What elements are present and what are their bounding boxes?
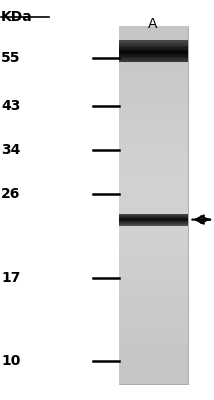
Text: 43: 43 (1, 99, 21, 113)
Bar (119, 42, 188, 44)
Bar (119, 321, 188, 330)
Bar (119, 106, 188, 116)
Bar (119, 304, 188, 312)
Bar (119, 366, 188, 375)
Text: KDa: KDa (1, 10, 33, 24)
Text: 17: 17 (1, 271, 21, 285)
Bar (119, 133, 188, 142)
Bar (119, 214, 188, 223)
Bar (119, 232, 188, 241)
Bar (119, 216, 188, 217)
Bar (119, 222, 188, 223)
Bar (119, 348, 188, 357)
Bar (119, 312, 188, 321)
Bar (119, 47, 188, 49)
Bar (119, 116, 188, 124)
Bar (119, 277, 188, 286)
Bar (119, 215, 188, 216)
Bar (119, 220, 188, 221)
Bar (119, 169, 188, 178)
Bar (119, 223, 188, 224)
Bar (119, 187, 188, 196)
Bar (119, 241, 188, 250)
Bar (119, 89, 188, 98)
Bar (119, 40, 188, 42)
Bar (119, 80, 188, 89)
Bar (119, 53, 188, 62)
Bar (119, 26, 188, 35)
Bar (119, 58, 188, 60)
Bar (119, 330, 188, 339)
Bar (119, 44, 188, 46)
Bar (119, 218, 188, 219)
Bar (119, 259, 188, 268)
Bar (119, 35, 188, 44)
Text: 26: 26 (1, 187, 21, 201)
Bar (119, 44, 188, 53)
Bar (119, 268, 188, 277)
Bar (119, 219, 188, 220)
Bar (119, 196, 188, 205)
Bar (119, 98, 188, 106)
Bar (119, 224, 188, 225)
Bar (119, 46, 188, 47)
Bar (119, 221, 188, 222)
Bar (119, 56, 188, 58)
Bar (119, 225, 188, 226)
Bar (119, 71, 188, 80)
Text: A: A (148, 17, 158, 31)
Bar (119, 178, 188, 187)
Bar (119, 294, 188, 304)
Bar (119, 142, 188, 151)
Bar (119, 49, 188, 51)
Bar (119, 357, 188, 366)
Bar (119, 160, 188, 169)
Bar (119, 205, 188, 214)
Bar (119, 60, 188, 62)
Bar (119, 250, 188, 259)
Bar (119, 214, 188, 215)
Text: 34: 34 (1, 143, 21, 157)
Bar (119, 375, 188, 384)
Bar (119, 217, 188, 218)
Bar (119, 223, 188, 232)
Bar (119, 339, 188, 348)
Bar (119, 26, 188, 384)
Bar (119, 51, 188, 53)
Bar (119, 286, 188, 294)
Bar (119, 62, 188, 71)
Bar (119, 55, 188, 56)
Text: 10: 10 (1, 354, 21, 368)
Bar (119, 151, 188, 160)
Bar (119, 124, 188, 134)
Text: 55: 55 (1, 51, 21, 65)
Bar (119, 53, 188, 55)
